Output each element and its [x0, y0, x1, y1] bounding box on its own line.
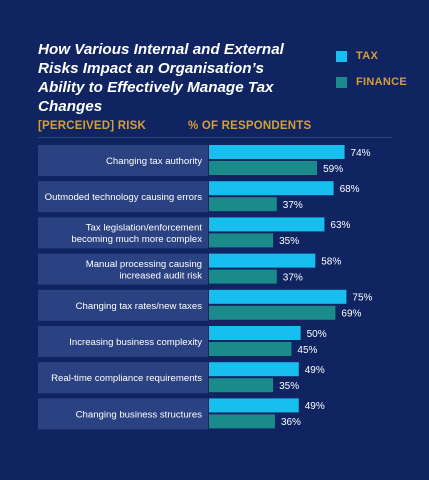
legend-item-tax: TAX	[336, 48, 407, 64]
category-label-box	[38, 362, 208, 394]
value-label-finance: 35%	[279, 381, 299, 392]
category-label: Tax legislation/enforcement becoming much…	[71, 223, 202, 246]
bar-tax	[209, 145, 345, 159]
respondents-column-header: % OF RESPONDENTS	[188, 120, 312, 132]
value-label-finance: 35%	[279, 236, 299, 247]
value-label-tax: 68%	[340, 184, 360, 195]
bar-tax	[209, 362, 299, 377]
category-label: Changing tax rates/new taxes	[76, 301, 203, 312]
bar-tax	[209, 253, 316, 268]
value-label-finance: 45%	[297, 345, 317, 356]
category-label: Changing tax authority	[106, 156, 202, 167]
category-label: Outmoded technology causing errors	[45, 192, 203, 203]
category-label-box	[38, 253, 208, 285]
bar-finance	[209, 161, 318, 175]
bar-finance	[209, 414, 275, 429]
value-label-tax: 58%	[321, 256, 341, 267]
category-label-box	[38, 289, 208, 321]
category-label: Changing business structures	[76, 409, 203, 420]
category-label: Increasing business complexity	[69, 337, 202, 348]
value-label-tax: 49%	[305, 401, 325, 412]
legend-swatch-finance	[336, 76, 347, 88]
category-label-box	[38, 398, 208, 430]
bar-tax	[209, 181, 334, 196]
value-label-finance: 69%	[341, 309, 361, 320]
legend-item-finance: FINANCE	[336, 74, 407, 90]
legend: TAX FINANCE	[336, 48, 407, 100]
bar-tax	[209, 289, 347, 304]
value-label-finance: 36%	[281, 417, 301, 428]
value-label-tax: 50%	[307, 329, 327, 340]
category-label: Manual processing causing increased audit…	[86, 259, 202, 282]
category-label: Real-time compliance requirements	[51, 373, 202, 384]
bar-finance	[209, 233, 274, 248]
value-label-tax: 75%	[352, 293, 372, 304]
bar-finance	[209, 269, 277, 284]
legend-label-finance: FINANCE	[356, 76, 407, 88]
risk-column-header: [PERCEIVED] RISK	[38, 120, 146, 132]
value-label-tax: 74%	[351, 148, 371, 159]
value-label-finance: 59%	[323, 164, 343, 175]
category-label-box	[38, 217, 208, 249]
value-label-finance: 37%	[283, 272, 303, 283]
chart-title: How Various Internal and External Risks …	[38, 41, 284, 115]
value-label-tax: 49%	[305, 365, 325, 376]
bar-finance	[209, 378, 274, 393]
legend-label-tax: TAX	[356, 50, 379, 62]
category-label-box	[38, 181, 208, 213]
bar-finance	[209, 305, 336, 320]
value-label-tax: 63%	[330, 220, 350, 231]
bar-tax	[209, 398, 299, 413]
category-label-box	[38, 326, 208, 357]
bar-finance	[209, 342, 292, 356]
header-divider	[38, 137, 392, 138]
bar-tax	[209, 326, 301, 340]
legend-swatch-tax	[336, 50, 347, 62]
bar-tax	[209, 217, 325, 232]
value-label-finance: 37%	[283, 200, 303, 211]
bar-finance	[209, 197, 277, 212]
category-label-box	[38, 145, 208, 176]
